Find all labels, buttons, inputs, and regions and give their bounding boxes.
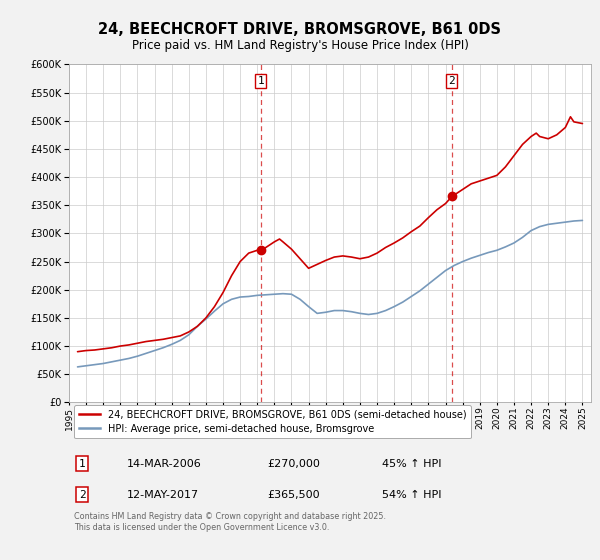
Text: 2: 2 (448, 76, 455, 86)
Text: 45% ↑ HPI: 45% ↑ HPI (382, 459, 442, 469)
Text: 24, BEECHCROFT DRIVE, BROMSGROVE, B61 0DS: 24, BEECHCROFT DRIVE, BROMSGROVE, B61 0D… (98, 22, 502, 38)
Legend: 24, BEECHCROFT DRIVE, BROMSGROVE, B61 0DS (semi-detached house), HPI: Average pr: 24, BEECHCROFT DRIVE, BROMSGROVE, B61 0D… (74, 405, 472, 438)
Text: 54% ↑ HPI: 54% ↑ HPI (382, 490, 442, 500)
Text: 1: 1 (257, 76, 264, 86)
Text: 12-MAY-2017: 12-MAY-2017 (127, 490, 199, 500)
Text: 2: 2 (79, 490, 85, 500)
Text: £270,000: £270,000 (268, 459, 320, 469)
Text: 14-MAR-2006: 14-MAR-2006 (127, 459, 201, 469)
Text: Price paid vs. HM Land Registry's House Price Index (HPI): Price paid vs. HM Land Registry's House … (131, 39, 469, 52)
Text: 1: 1 (79, 459, 85, 469)
Text: Contains HM Land Registry data © Crown copyright and database right 2025.
This d: Contains HM Land Registry data © Crown c… (74, 512, 386, 531)
Text: £365,500: £365,500 (268, 490, 320, 500)
